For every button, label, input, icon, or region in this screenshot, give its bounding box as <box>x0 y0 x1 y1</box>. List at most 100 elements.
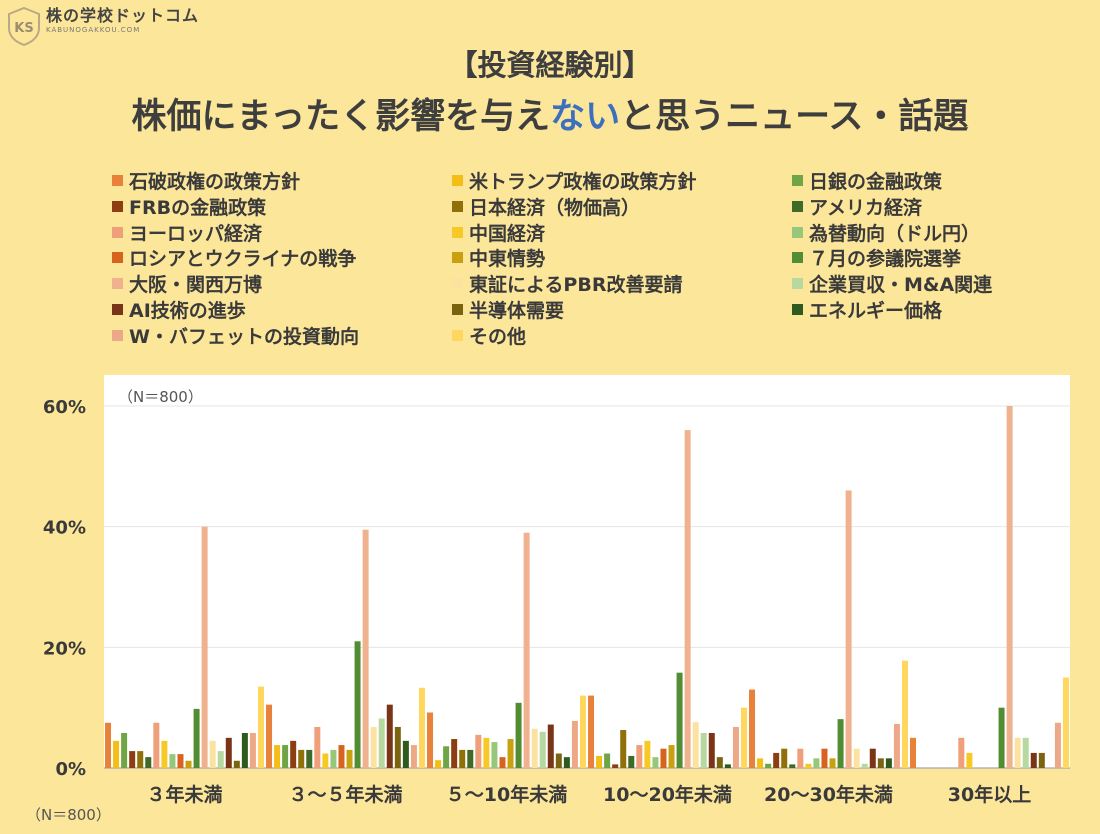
bar <box>612 764 619 768</box>
bar <box>724 764 731 768</box>
bar <box>161 740 168 768</box>
bar <box>740 707 747 768</box>
bar <box>708 733 715 768</box>
bar <box>257 686 264 768</box>
bar <box>418 687 425 768</box>
bar <box>370 726 377 768</box>
bar <box>169 754 176 768</box>
bar <box>966 752 973 768</box>
bar <box>547 724 554 768</box>
bar <box>845 490 852 768</box>
bar <box>225 737 232 768</box>
bar <box>579 695 586 768</box>
bar <box>475 734 482 768</box>
bar <box>338 745 345 768</box>
x-tick-label: ３年未満 <box>146 783 222 806</box>
bar <box>893 723 900 768</box>
bar <box>620 729 627 768</box>
brand-name: 株の学校ドットコム <box>46 6 200 25</box>
bar <box>1030 752 1037 768</box>
bar <box>1054 722 1061 768</box>
bar <box>523 532 530 768</box>
chart-title-highlight: ない <box>550 97 621 137</box>
bar <box>354 641 361 768</box>
bar <box>121 733 128 768</box>
bar <box>113 740 120 768</box>
brand-logo: KS 株の学校ドットコム KABUNOGAKKOU.COM <box>6 6 199 46</box>
x-tick-label: ３～５年未満 <box>288 783 402 806</box>
bar <box>676 672 683 768</box>
bar <box>829 758 836 768</box>
bar <box>571 720 578 768</box>
chart-title: 株価にまったく影響を与えないと思うニュース・話題 <box>0 88 1100 139</box>
bar <box>563 757 570 768</box>
bar <box>692 722 699 768</box>
bar <box>861 763 868 768</box>
bar <box>249 733 256 768</box>
bar <box>217 751 224 768</box>
bar <box>644 740 651 768</box>
x-tick-label: 20～30年未満 <box>764 783 893 806</box>
bar <box>241 733 248 768</box>
bar <box>869 748 876 768</box>
bar <box>298 749 305 768</box>
bar <box>483 737 490 768</box>
chart-title-post: と思うニュース・話題 <box>620 97 969 137</box>
bar <box>427 712 434 768</box>
bar <box>435 760 442 768</box>
x-tick-label: 30年以上 <box>948 783 1031 806</box>
bar <box>322 753 329 768</box>
y-tick-label: 20% <box>43 638 86 659</box>
shield-logo-icon: KS <box>8 6 40 46</box>
bar <box>274 745 281 768</box>
bar <box>201 526 208 768</box>
bar <box>306 749 313 768</box>
bar <box>757 758 764 768</box>
bar <box>451 739 458 768</box>
bar <box>177 754 184 768</box>
bar <box>185 760 192 768</box>
bar <box>555 753 562 768</box>
bar <box>628 755 635 768</box>
bar <box>1006 406 1013 768</box>
y-tick-label: 60% <box>43 397 86 418</box>
brand-sub: KABUNOGAKKOU.COM <box>46 26 141 34</box>
bar <box>877 758 884 768</box>
bar <box>781 748 788 768</box>
bar <box>958 737 965 768</box>
bar <box>266 704 273 768</box>
chart-title-pre: 株価にまったく影響を与え <box>131 97 551 137</box>
sample-size-note-inner: （N＝800） <box>118 388 203 406</box>
bar <box>209 740 216 768</box>
bar <box>885 758 892 768</box>
bar <box>507 739 514 768</box>
bar <box>290 740 297 768</box>
bar <box>233 760 240 768</box>
bar <box>459 749 466 768</box>
bar <box>588 695 595 768</box>
bar <box>193 708 200 768</box>
bar <box>716 757 723 768</box>
bar <box>282 745 289 768</box>
bar <box>499 757 506 768</box>
bar <box>998 707 1005 768</box>
bar <box>539 731 546 768</box>
x-tick-label: ５～10年未満 <box>446 783 567 806</box>
bar <box>362 529 369 768</box>
bar <box>901 660 908 768</box>
bar <box>732 726 739 768</box>
bar <box>410 745 417 768</box>
bar <box>604 753 611 768</box>
bar <box>668 745 675 768</box>
y-tick-label: 0% <box>55 759 86 780</box>
bar <box>1014 737 1021 768</box>
bar <box>443 746 450 768</box>
x-tick-label: 10～20年未満 <box>603 783 732 806</box>
bar <box>910 737 917 768</box>
bar <box>684 430 691 768</box>
bar <box>789 764 796 768</box>
bar <box>700 733 707 768</box>
bar <box>386 704 393 768</box>
plot-area <box>104 375 1070 768</box>
